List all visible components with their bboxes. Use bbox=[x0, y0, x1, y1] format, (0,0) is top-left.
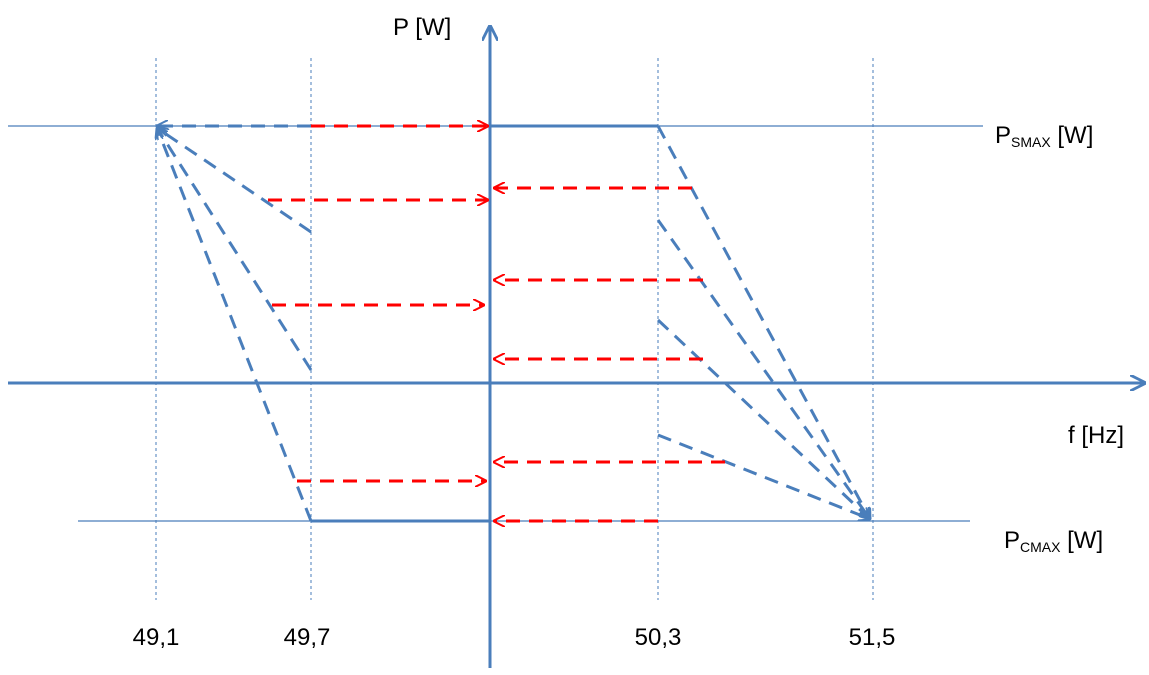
arrow-right-1 bbox=[656, 125, 870, 519]
pcmax-label: PCMAX [W] bbox=[1004, 527, 1103, 555]
tick-50-3: 50,3 bbox=[635, 624, 682, 651]
pcmax-sub: CMAX bbox=[1020, 539, 1061, 555]
tick-49-7: 49,7 bbox=[284, 624, 331, 651]
y-axis-label: P [W] bbox=[393, 14, 451, 41]
tick-51-5: 51,5 bbox=[849, 624, 896, 651]
pcmax-main: P bbox=[1004, 527, 1020, 554]
arrow-left-3 bbox=[157, 128, 313, 522]
blue-dashed-arrows bbox=[157, 126, 870, 521]
arrow-right-2 bbox=[656, 219, 870, 519]
arrow-left-1 bbox=[157, 128, 312, 234]
frequency-guide-lines bbox=[155, 58, 874, 600]
tick-49-1: 49,1 bbox=[133, 624, 180, 651]
x-axis-label: f [Hz] bbox=[1068, 422, 1124, 449]
psmax-label: PSMAX [W] bbox=[995, 122, 1093, 150]
arrow-right-3 bbox=[656, 318, 870, 519]
arrow-right-4 bbox=[657, 433, 870, 519]
psmax-sub: SMAX bbox=[1011, 134, 1051, 150]
psmax-unit: [W] bbox=[1051, 122, 1094, 149]
arrow-left-2 bbox=[157, 128, 313, 371]
psmax-main: P bbox=[995, 122, 1011, 149]
pcmax-unit: [W] bbox=[1060, 527, 1103, 554]
red-dashed-arrows bbox=[268, 126, 725, 521]
